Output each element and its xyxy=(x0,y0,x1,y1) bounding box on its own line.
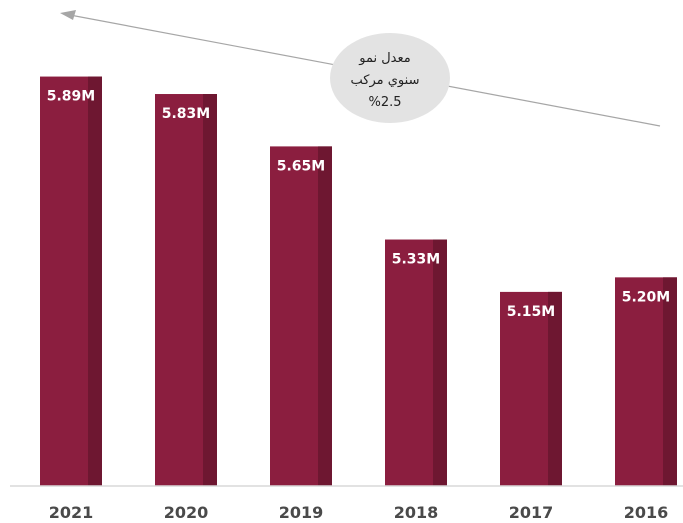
bar-shade xyxy=(548,291,562,486)
x-tick-label: 2020 xyxy=(164,503,209,522)
bar-2020: 5.83M xyxy=(155,94,217,486)
bar-2016: 5.20M xyxy=(615,277,677,486)
bar-shade xyxy=(433,239,447,486)
x-tick-label: 2021 xyxy=(49,503,94,522)
bar-shade xyxy=(88,76,102,487)
bar-value-label: 5.83M xyxy=(162,106,210,122)
cagr-line-3: %2.5 xyxy=(368,95,401,110)
x-tick-labels: 2021 2020 2019 2018 2017 2016 xyxy=(49,503,669,522)
cagr-line-1: معدل نمو xyxy=(358,51,411,66)
bars-group: 5.89M 5.83M 5.65M 5.33M 5.15M 5.20M xyxy=(40,76,677,487)
bar-shade xyxy=(663,277,677,486)
bar-2017: 5.15M xyxy=(500,291,562,486)
x-tick-label: 2016 xyxy=(624,503,669,522)
bar-value-label: 5.65M xyxy=(277,158,325,174)
x-tick-label: 2018 xyxy=(394,503,439,522)
x-tick-label: 2017 xyxy=(509,503,554,522)
trend-arrowhead xyxy=(60,10,76,20)
cagr-bubble xyxy=(330,33,450,123)
bar-shade xyxy=(318,146,332,486)
bar-value-label: 5.20M xyxy=(622,289,670,305)
bar-2018: 5.33M xyxy=(385,239,447,486)
x-tick-label: 2019 xyxy=(279,503,324,522)
bar-value-label: 5.89M xyxy=(47,89,95,105)
bar-value-label: 5.33M xyxy=(392,252,440,268)
bar-2021: 5.89M xyxy=(40,76,102,487)
bar-2019: 5.65M xyxy=(270,146,332,486)
bar-shade xyxy=(203,94,217,486)
cagr-annotation: معدل نمو سنوي مركب %2.5 xyxy=(60,10,661,127)
cagr-line-2: سنوي مركب xyxy=(351,73,420,88)
bar-value-label: 5.15M xyxy=(507,304,555,320)
